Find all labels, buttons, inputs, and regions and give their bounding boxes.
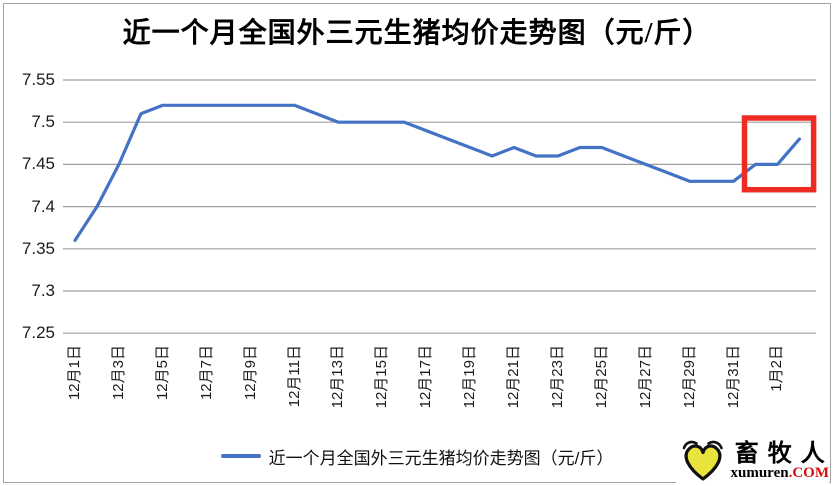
x-tick-label: 12月3日: [109, 345, 127, 401]
x-tick-label: 12月29日: [680, 345, 698, 409]
x-tick-label: 12月9日: [241, 345, 259, 401]
logo-domain: xumuren.COM: [730, 465, 830, 481]
x-tick-label: 12月19日: [461, 345, 479, 409]
x-tick-label: 12月25日: [592, 345, 610, 409]
y-tick-label: 7.45: [21, 154, 55, 174]
x-tick-label: 12月23日: [548, 345, 566, 409]
chart-title: 近一个月全国外三元生猪均价走势图（元/斤）: [122, 18, 712, 49]
legend-line-swatch: [220, 454, 261, 458]
heart-icon: [682, 440, 723, 481]
x-tick-label: 12月5日: [153, 345, 171, 401]
logo-domain-black: xumuren: [730, 465, 789, 481]
price-line: [73, 103, 802, 242]
x-tick-label: 12月13日: [329, 345, 347, 409]
x-tick-label: 12月27日: [636, 345, 654, 409]
x-tick-label: 12月15日: [373, 345, 391, 409]
xumuren-logo: 畜牧人 xumuren.COM: [675, 439, 830, 483]
x-tick-label: 12月1日: [66, 345, 83, 401]
x-tick-label: 12月11日: [285, 345, 303, 408]
y-tick-label: 7.5: [31, 112, 55, 132]
x-tick-label: 12月7日: [197, 345, 215, 401]
x-tick-label: 12月21日: [505, 345, 522, 409]
y-tick-label: 7.3: [31, 281, 55, 300]
legend-label: 近一个月全国外三元生猪均价走势图（元/斤）: [268, 448, 614, 468]
logo-text: 畜牧人 xumuren.COM: [730, 442, 830, 481]
legend: 近一个月全国外三元生猪均价走势图（元/斤）: [0, 445, 834, 468]
y-tick-label: 7.4: [31, 196, 55, 216]
y-tick-label: 7.25: [21, 323, 55, 343]
x-tick-label: 1月2日: [768, 345, 786, 392]
x-tick-label: 12月17日: [417, 345, 435, 409]
highlight-box: [741, 115, 817, 193]
x-tick-label: 12月31日: [724, 345, 742, 409]
logo-domain-red: .COM: [788, 465, 829, 481]
y-tick-label: 7.55: [21, 70, 55, 89]
y-tick-label: 7.35: [21, 238, 55, 258]
logo-brand-cn: 畜牧人: [734, 441, 834, 467]
